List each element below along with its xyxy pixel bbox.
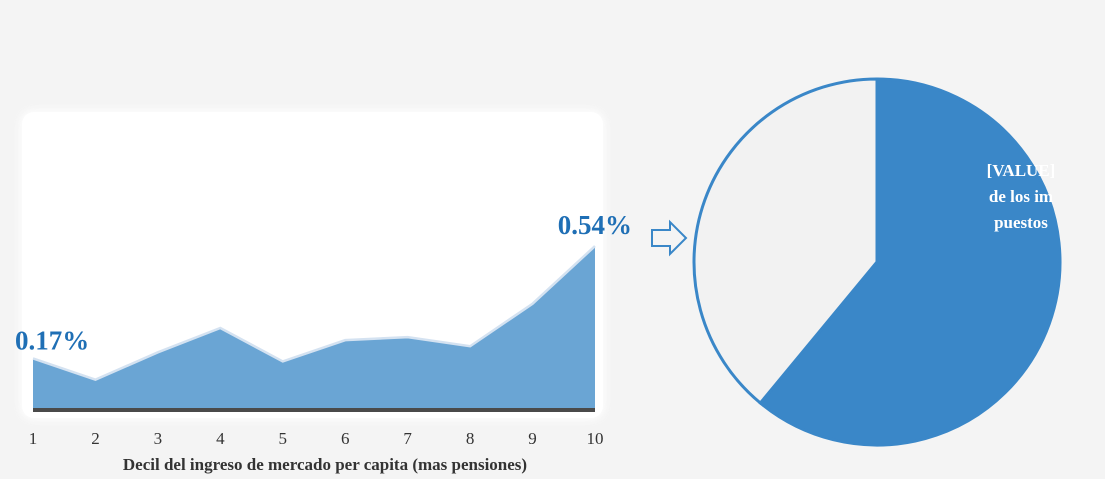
area [33,246,595,410]
x-tick-label: 2 [91,429,100,448]
x-tick-label: 10 [587,429,604,448]
x-tick-label: 9 [528,429,537,448]
area-top-line [32,245,596,381]
x-tick-label: 5 [279,429,288,448]
data-label: 0.54% [558,210,632,240]
arrow [651,219,688,257]
x-tick-label: 6 [341,429,350,448]
x-axis-label: Decil del ingreso de mercado per capita … [123,455,527,474]
x-tick-label: 1 [29,429,38,448]
x-tick-label: 4 [216,429,225,448]
pie-label: [VALUE] de los impuestos [986,161,1056,232]
pie-slice [758,77,1062,447]
panel [22,112,603,418]
x-tick-label: 8 [466,429,475,448]
x-tick-label: 3 [154,429,163,448]
data-label: 0.17% [15,326,89,356]
x-tick-label: 7 [403,429,412,448]
pie-slice [692,77,879,406]
